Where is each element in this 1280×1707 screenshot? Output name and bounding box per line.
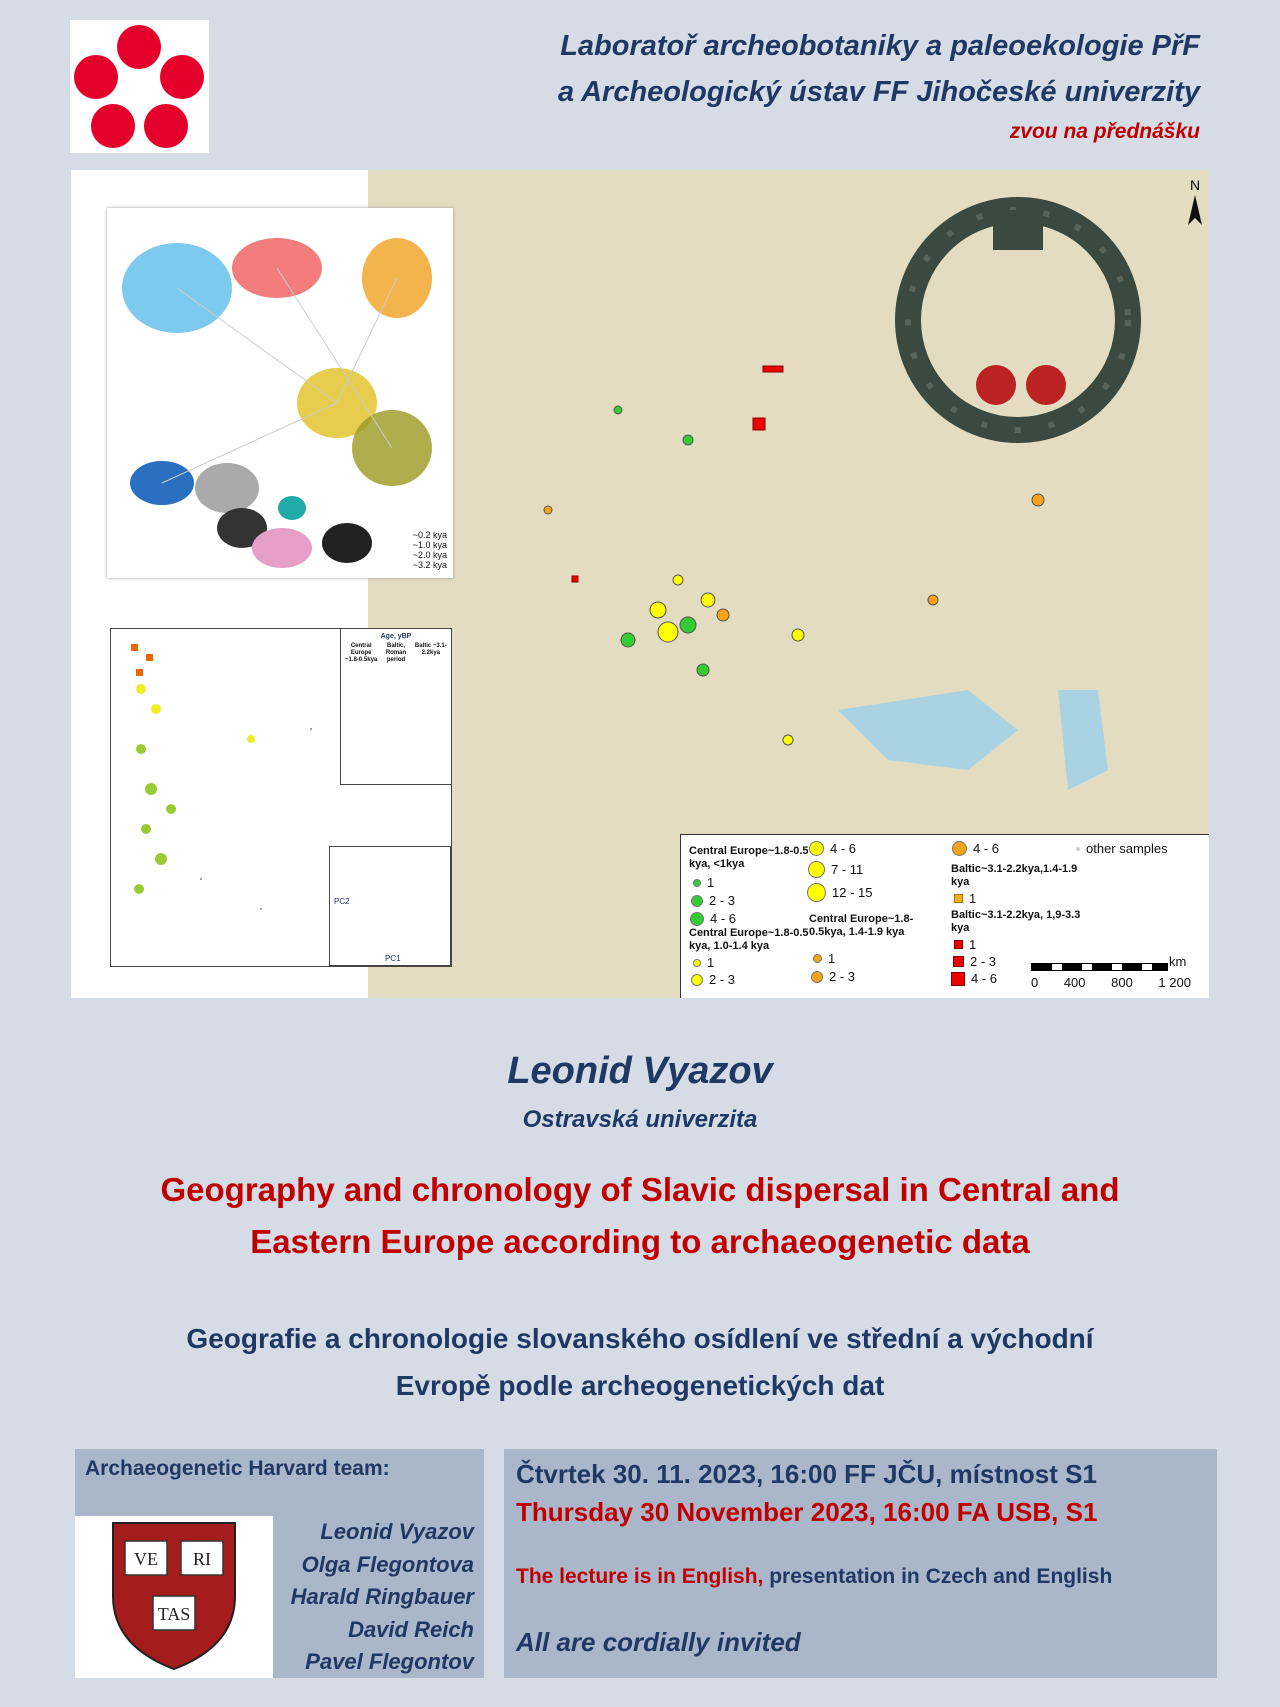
event-date-en: Thursday 30 November 2023, 16:00 FA USB,… (516, 1497, 1098, 1527)
pca-legend-title: Age, yBP (380, 633, 412, 640)
scale-bar (1031, 963, 1168, 971)
svg-text:RI: RI (193, 1549, 211, 1569)
team-members: Leonid Vyazov Olga Flegontova Harald Rin… (264, 1516, 474, 1679)
network-legend-item: ~2.0 kya (412, 550, 447, 560)
pca-legend-column: Baltic, Roman period (385, 643, 407, 663)
event-date-cz: Čtvrtek 30. 11. 2023, 16:00 FF JČU, míst… (516, 1459, 1097, 1489)
network-legend: ~0.2 kya ~1.0 kya ~2.0 kya ~3.2 kya (413, 530, 447, 570)
event-invitation: All are cordially invited (516, 1627, 801, 1657)
network-graph: ~0.2 kya ~1.0 kya ~2.0 kya ~3.2 kya (107, 208, 453, 578)
header-line-1: Laboratoř archeobotaniky a paleoekologie… (560, 30, 1200, 62)
team-heading: Archaeogenetic Harvard team: (85, 1457, 390, 1480)
network-legend-item: ~1.0 kya (412, 540, 447, 550)
institution-logo (70, 20, 209, 153)
pca-plot: Age, yBP Central Europe ~1.8-0.5kya Balt… (110, 628, 452, 967)
team-member: Harald Ringbauer (290, 1584, 474, 1609)
figure-panel: N ~0.2 kya ~1.0 kya ~2.0 kya ~3.2 kya (71, 170, 1209, 998)
europe-map: N (368, 170, 1209, 998)
team-member: Olga Flegontova (301, 1551, 474, 1577)
header-invite: zvou na přednášku (1009, 120, 1200, 143)
speaker-affiliation: Ostravská univerzita (522, 1106, 758, 1133)
svg-text:TAS: TAS (158, 1604, 191, 1624)
pca-xlabel: PC1 (385, 954, 401, 963)
team-box: Archaeogenetic Harvard team: VE RI TAS L… (75, 1449, 484, 1678)
svg-text:VE: VE (134, 1549, 158, 1569)
sample-markers (543, 365, 1045, 746)
pca-ylabel: PC2 (334, 897, 350, 906)
team-member: Pavel Flegontov (305, 1649, 474, 1674)
north-label: N (1190, 177, 1200, 193)
event-language: The lecture is in English, presentation … (516, 1565, 1113, 1588)
header-line-2: a Archeologický ústav FF Jihočeské unive… (558, 76, 1200, 108)
speaker-name: Leonid Vyazov (507, 1050, 773, 1092)
map-legend: Central Europe~1.8-0.5 kya, <1kya 1 2 - … (680, 834, 1209, 998)
pca-legend-column: Central Europe ~1.8-0.5kya (345, 643, 378, 663)
network-legend-item: ~0.2 kya (412, 530, 447, 540)
network-legend-item: ~3.2 kya (412, 560, 447, 570)
lecture-title-cz: Geografie a chronologie slovanského osíd… (186, 1323, 1094, 1401)
pca-legend-column: Baltic ~3.1-2.2kya (414, 643, 447, 656)
pca-legend: Age, yBP Central Europe ~1.8-0.5kya Balt… (340, 629, 451, 785)
pca-legend-columns: Central Europe ~1.8-0.5kya Baltic, Roman… (341, 640, 451, 664)
team-member: David Reich (348, 1616, 474, 1642)
pca-inset: PC2 PC1 (329, 846, 451, 966)
north-arrow-icon (1188, 195, 1202, 225)
harvard-shield-logo: VE RI TAS (75, 1516, 273, 1678)
team-member: Leonid Vyazov (320, 1519, 474, 1544)
lecture-title-en: Geography and chronology of Slavic dispe… (160, 1171, 1120, 1260)
event-box: Čtvrtek 30. 11. 2023, 16:00 FF JČU, míst… (504, 1449, 1217, 1678)
brooch-image (895, 197, 1141, 443)
